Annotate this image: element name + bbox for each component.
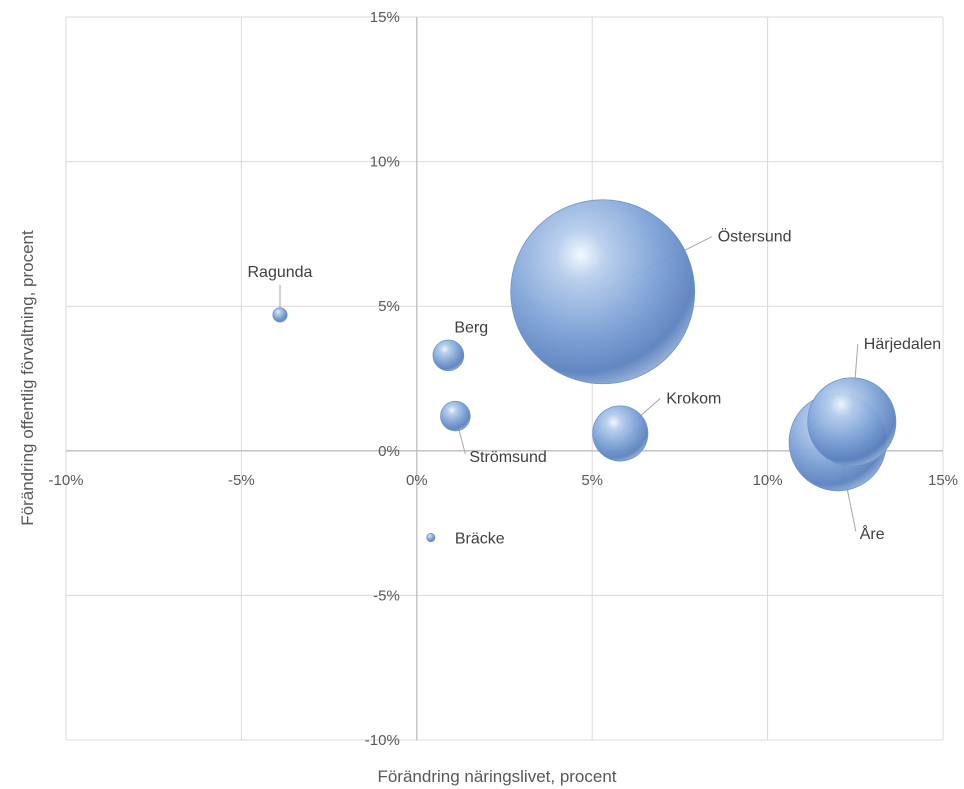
- y-tick-label: 0%: [378, 443, 400, 460]
- bubble-ostersund: [510, 199, 696, 385]
- x-tick-label: 0%: [406, 472, 428, 489]
- x-tick-label: 5%: [581, 472, 603, 489]
- tick-labels: -10% -5% 0% 5% 10% 15% 15% 10% 5% 0% -5% -10%: [48, 9, 958, 749]
- bubble-krokom: [592, 405, 649, 462]
- bubble-label-bracke: Bräcke: [455, 531, 505, 548]
- x-axis-title: Förändring näringslivet, procent: [377, 767, 616, 786]
- bubble-berg: [432, 339, 465, 372]
- axes: [66, 17, 943, 740]
- x-tick-label: -5%: [228, 472, 255, 489]
- bubble-label-berg: Berg: [454, 319, 488, 336]
- bubble-ragunda: [272, 307, 288, 323]
- bubble-stromsund: [440, 400, 471, 432]
- bubble-label-ostersund: Östersund: [718, 228, 792, 246]
- bubble-labels: Östersund Härjedalen Åre Krokom Strömsund Ber…: [248, 228, 942, 548]
- bubble-harjedalen: [807, 377, 897, 467]
- bubble-label-krokom: Krokom: [666, 390, 721, 407]
- x-tick-label: 10%: [753, 472, 783, 489]
- y-axis-title: Förändring offentlig förvaltning, procen…: [18, 230, 37, 526]
- y-tick-label: 15%: [370, 9, 400, 26]
- y-tick-label: 10%: [370, 154, 400, 171]
- grid-lines: [65, 16, 944, 741]
- y-tick-label: 5%: [378, 298, 400, 315]
- x-tick-label: -10%: [48, 472, 83, 489]
- bubbles: [272, 199, 897, 543]
- bubble-label-ragunda: Ragunda: [248, 264, 313, 281]
- bubble-label-stromsund: Strömsund: [469, 449, 546, 466]
- x-tick-label: 15%: [928, 472, 958, 489]
- y-tick-label: -10%: [365, 732, 400, 749]
- y-tick-label: -5%: [373, 587, 400, 604]
- bubble-bracke: [426, 533, 436, 543]
- bubble-label-harjedalen: Härjedalen: [864, 336, 941, 353]
- bubble-label-are: Åre: [860, 524, 885, 543]
